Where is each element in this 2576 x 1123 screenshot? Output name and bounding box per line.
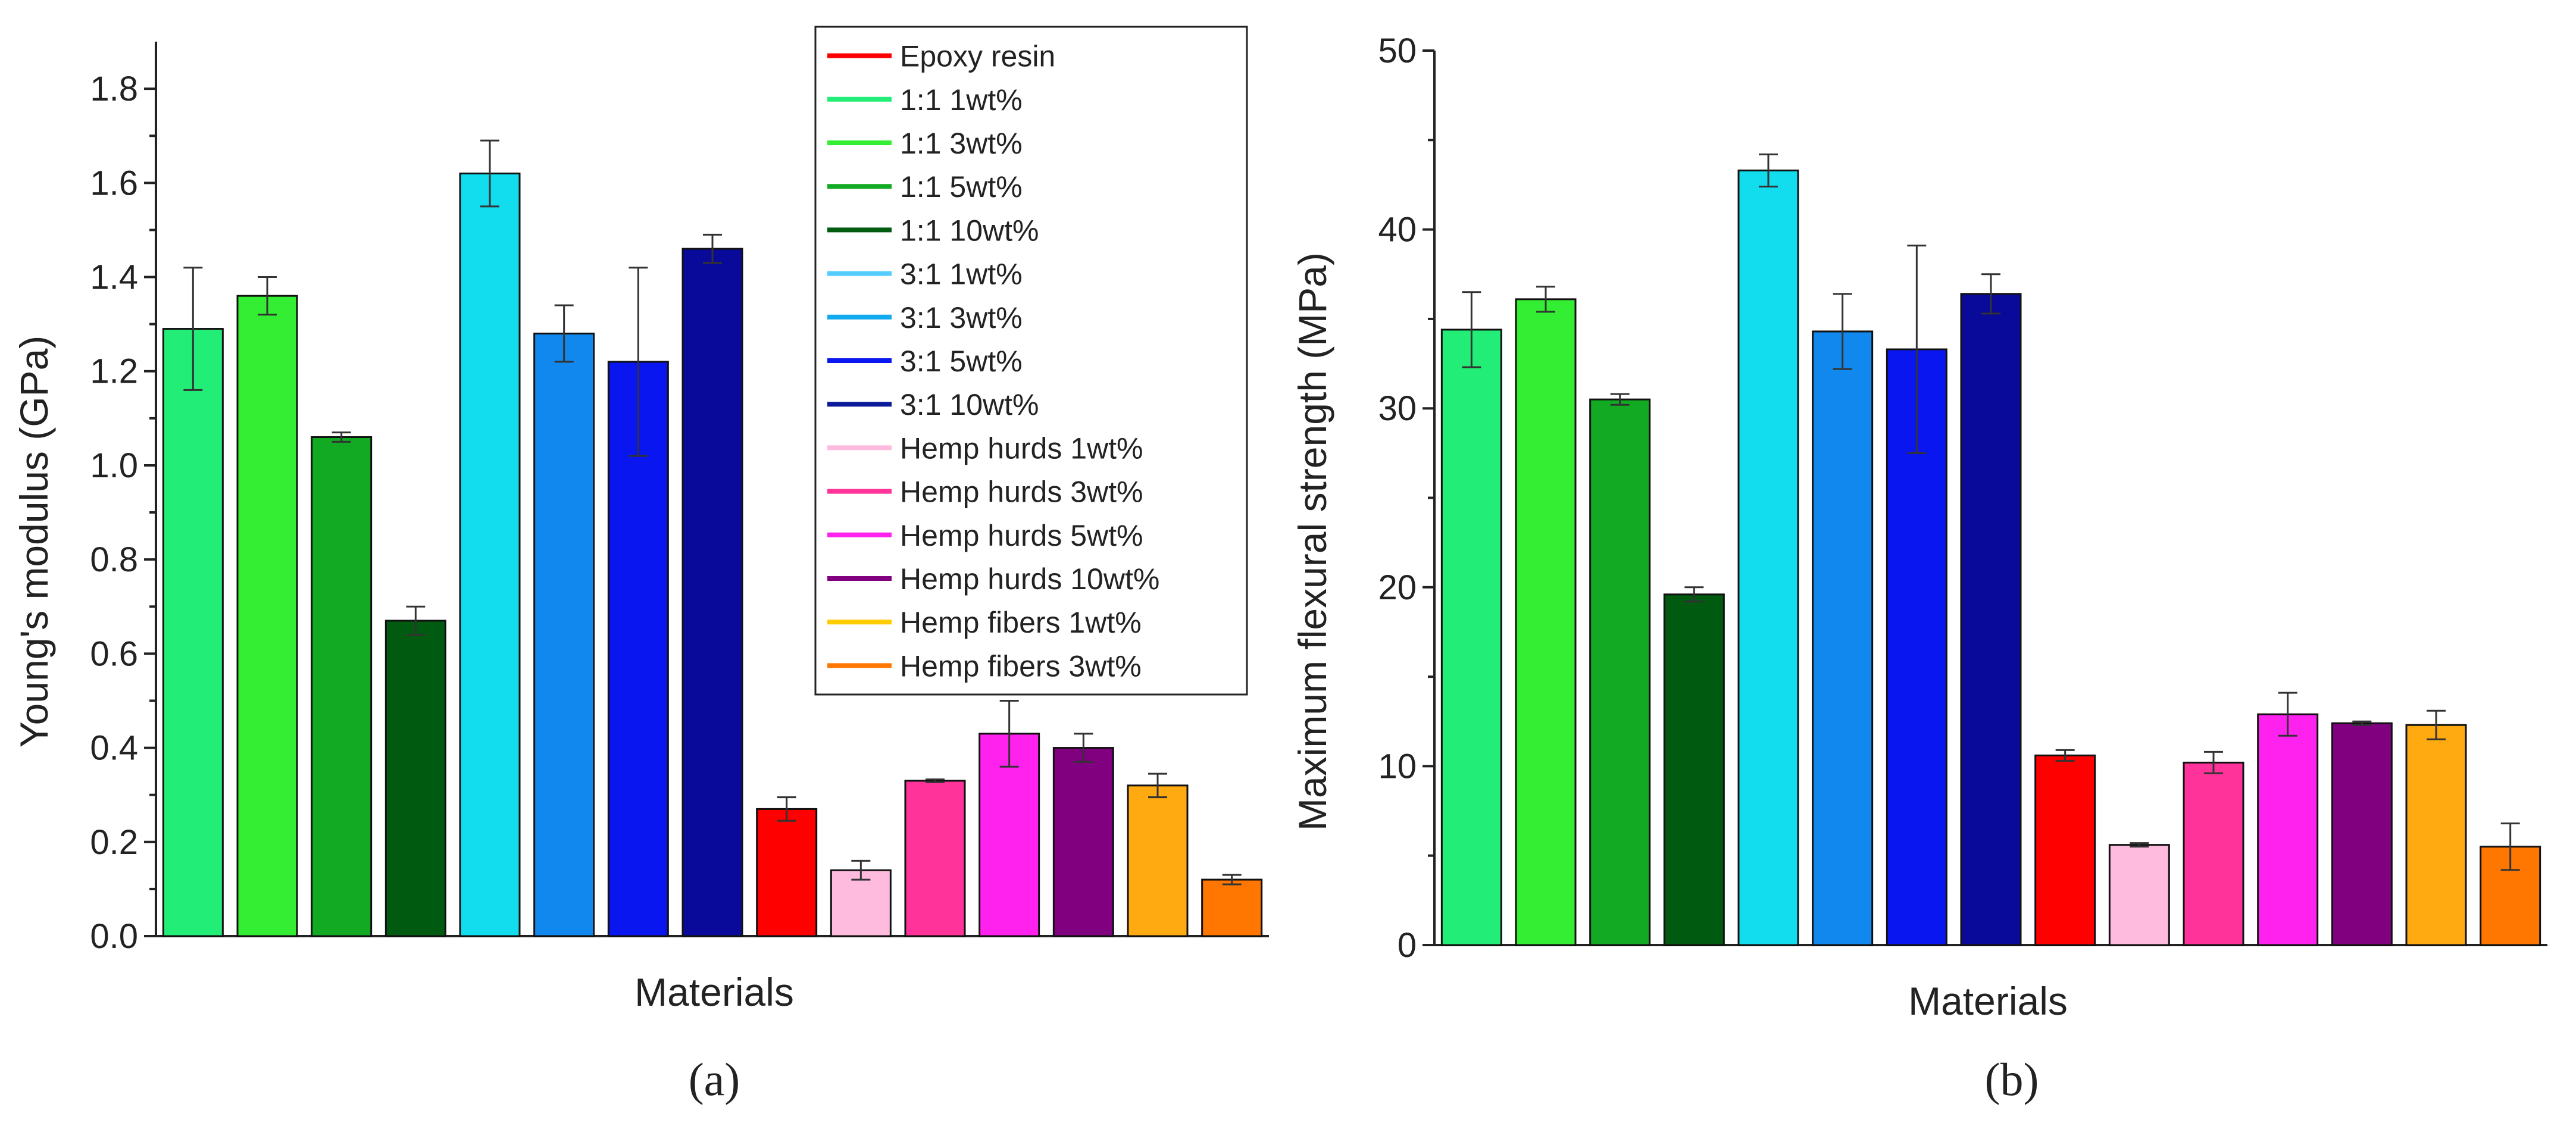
error-bar xyxy=(2278,692,2297,737)
legend: Epoxy resin 1:1 1wt% 1:1 3wt% 1:1 5wt% 1:1 1… xyxy=(814,26,1248,696)
bar xyxy=(2034,754,2096,946)
y-tick-label: 0.2 xyxy=(90,823,138,862)
bar xyxy=(2405,724,2467,946)
bar xyxy=(459,172,521,937)
error-bar xyxy=(480,139,499,208)
bar xyxy=(1589,398,1651,946)
legend-label: 1:1 10wt% xyxy=(900,214,1039,247)
y-axis-title-b: Maximum flexural strength (MPa) xyxy=(1290,252,1334,831)
y-tick-label: 40 xyxy=(1378,211,1417,249)
bar xyxy=(1960,293,2022,946)
bar xyxy=(904,780,966,937)
error-bar xyxy=(2130,842,2149,848)
error-bar xyxy=(1074,733,1093,763)
error-bar xyxy=(999,699,1019,768)
legend-label: Hemp hurds 1wt% xyxy=(900,431,1143,465)
error-bar xyxy=(1907,245,1927,454)
error-bar xyxy=(2352,720,2372,726)
bar xyxy=(1127,784,1189,937)
legend-label: 1:1 1wt% xyxy=(900,83,1023,117)
y-tick-label: 0.6 xyxy=(90,634,138,673)
error-bar xyxy=(1610,393,1630,406)
bar xyxy=(2331,722,2393,946)
legend-label: Hemp hurds 5wt% xyxy=(900,519,1143,552)
bar xyxy=(1812,330,1874,946)
bar xyxy=(607,361,669,937)
y-tick-label: 1.8 xyxy=(90,70,138,108)
error-bar xyxy=(1222,874,1242,886)
legend-label: 3:1 10wt% xyxy=(900,388,1039,421)
error-bar xyxy=(703,233,722,264)
error-bar xyxy=(629,267,648,457)
legend-label: 3:1 3wt% xyxy=(900,301,1023,334)
error-bar xyxy=(1833,293,1852,370)
y-axis-title-a: Young's modulus (GPa) xyxy=(12,336,56,748)
bar xyxy=(756,808,818,937)
legend-label: Hemp fibers 1wt% xyxy=(900,606,1142,639)
x-axis-title-b: Materials xyxy=(1908,979,2068,1023)
bar xyxy=(2257,713,2319,946)
error-bar xyxy=(554,304,574,363)
chart-panel-a: Young's modulus (GPa) Materials (a) 0.0 0… xyxy=(12,42,1269,1105)
bar xyxy=(830,869,892,937)
y-tick-label: 50 xyxy=(1378,32,1417,70)
legend-label: 3:1 1wt% xyxy=(900,258,1023,291)
bar xyxy=(1737,169,1799,946)
y-tick-label: 10 xyxy=(1378,747,1417,786)
bar xyxy=(2183,761,2244,946)
panel-label-b: (b) xyxy=(1985,1053,2039,1105)
bar xyxy=(1515,298,1577,946)
error-bar xyxy=(2204,750,2223,774)
error-bar xyxy=(1148,772,1167,799)
y-tick-label: 1.2 xyxy=(90,352,138,391)
error-bar xyxy=(332,431,351,443)
legend-label: Hemp fibers 3wt% xyxy=(900,649,1142,683)
panel-label-a: (a) xyxy=(689,1053,740,1105)
y-tick-label: 0.4 xyxy=(90,729,138,768)
error-bar xyxy=(777,796,796,822)
error-bar xyxy=(2427,709,2446,740)
y-tick-label: 30 xyxy=(1378,389,1417,428)
bar xyxy=(1052,747,1114,937)
error-bar xyxy=(1759,153,1778,187)
bar xyxy=(1440,329,1502,946)
error-bar xyxy=(2500,822,2520,871)
bar xyxy=(2108,844,2170,946)
legend-label: Epoxy resin xyxy=(900,40,1055,73)
error-bar xyxy=(1536,286,1555,313)
y-tick-label: 0 xyxy=(1398,926,1417,965)
legend-label: Hemp hurds 10wt% xyxy=(900,562,1159,596)
bar xyxy=(236,295,298,937)
bar xyxy=(681,248,743,937)
bar xyxy=(162,328,224,937)
error-bar xyxy=(1684,586,1704,603)
bar xyxy=(1201,878,1263,937)
y-tick-label: 20 xyxy=(1378,568,1417,607)
legend-label: Hemp hurds 3wt% xyxy=(900,476,1143,509)
bar xyxy=(311,436,373,937)
error-bar xyxy=(406,605,426,636)
legend-label: 1:1 3wt% xyxy=(900,127,1023,160)
y-tick-label: 0.8 xyxy=(90,540,138,579)
error-bar xyxy=(851,859,871,881)
y-tick-label: 1.4 xyxy=(90,258,138,297)
error-bar xyxy=(2055,749,2075,762)
bar xyxy=(533,332,595,937)
y-tick-label: 1.6 xyxy=(90,164,138,202)
bar xyxy=(384,620,446,937)
bar xyxy=(1663,593,1725,946)
error-bar xyxy=(183,267,203,391)
legend-label: 3:1 5wt% xyxy=(900,345,1023,378)
legend-label: 1:1 5wt% xyxy=(900,170,1023,204)
error-bar xyxy=(1462,291,1481,368)
y-tick-label: 0.0 xyxy=(90,917,138,956)
y-tick-label: 1.0 xyxy=(90,446,138,485)
chart-panel-b: Maximum flexural strength (MPa) Material… xyxy=(1290,32,2547,1105)
error-bar xyxy=(258,276,277,316)
x-axis-title-a: Materials xyxy=(634,970,794,1014)
error-bar xyxy=(1981,273,2000,315)
error-bar xyxy=(926,778,945,783)
